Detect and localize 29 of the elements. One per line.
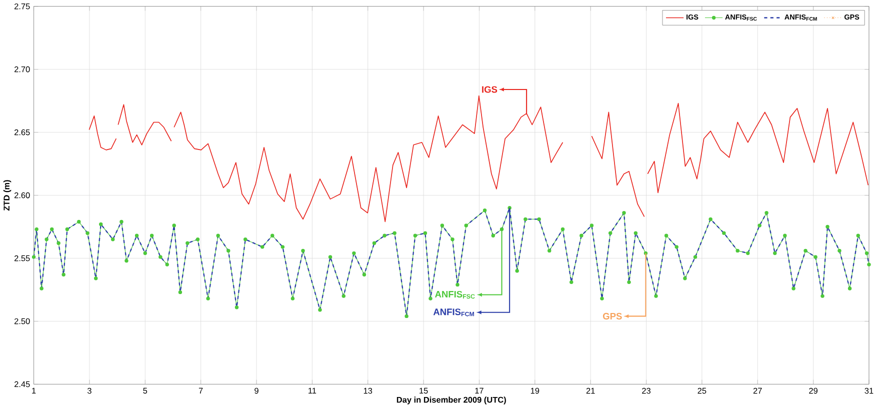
x-tick-label: 29 — [809, 388, 818, 394]
x-tick-label: 13 — [364, 388, 372, 394]
y-tick-label: 2.75 — [14, 4, 30, 10]
x-axis-title: Day in Disember 2009 (UTC) — [396, 396, 506, 404]
y-tick-label: 2.50 — [14, 318, 30, 324]
x-tick-label: 3 — [87, 388, 92, 394]
x-tick-label: 1 — [32, 388, 36, 394]
x-tick-label: 9 — [254, 388, 258, 394]
x-tick-label: 7 — [198, 388, 203, 394]
annotation: IGS — [482, 86, 498, 93]
x-tick-label: 25 — [698, 388, 706, 394]
x-tick-label: 11 — [308, 388, 316, 394]
x-tick-label: 23 — [642, 388, 650, 394]
x-tick-label: 21 — [586, 388, 595, 394]
y-tick-label: 2.60 — [14, 192, 30, 198]
y-tick-label: 2.55 — [14, 255, 30, 262]
y-tick-label: 2.70 — [14, 66, 30, 72]
annotation: ANFIS$_{FSC}$ — [434, 291, 475, 299]
x-tick-label: 31 — [864, 388, 874, 394]
x-tick-label: 27 — [753, 388, 762, 394]
x-tick-label: 17 — [475, 388, 484, 394]
y-tick-label: 2.65 — [14, 130, 30, 136]
y-axis-title: ZTD (m) — [3, 180, 12, 211]
y-tick-label: 2.45 — [14, 381, 30, 388]
annotation: ANFIS$_{FCM}$ — [433, 308, 474, 316]
x-tick-label: 19 — [530, 388, 540, 394]
x-tick-label: 5 — [143, 388, 148, 394]
x-tick-label: 15 — [420, 388, 428, 394]
annotation: GPS — [602, 313, 622, 320]
